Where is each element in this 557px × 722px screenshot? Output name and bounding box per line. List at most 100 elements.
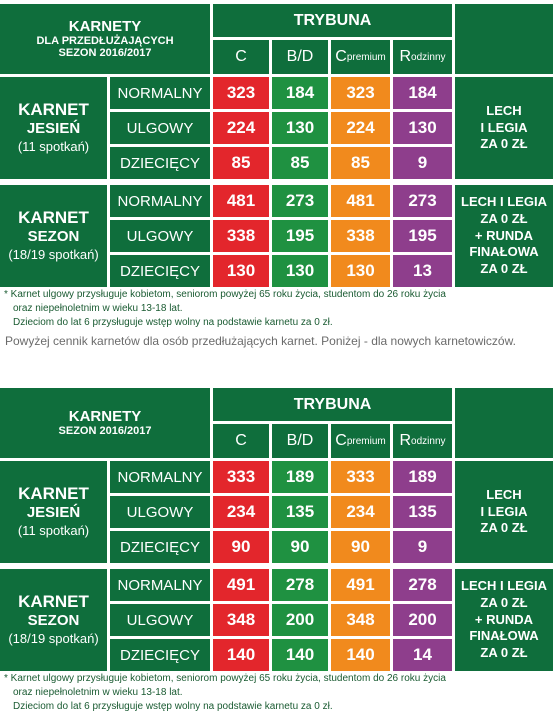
bonus-info-line: LECH (486, 486, 522, 502)
price-c: 90 (213, 531, 269, 563)
bonus-info-line: LECH (486, 102, 522, 118)
price-rodzinny: 9 (393, 531, 452, 563)
bonus-info-text: LECH I LEGIA ZA 0 ZŁ + RUNDA FINAŁOWA ZA 0 Z… (461, 578, 547, 662)
tribune-header: TRYBUNA (213, 4, 452, 37)
category-name-line2: JESIEŃ (26, 504, 81, 522)
ticket-type: NORMALNY (110, 461, 210, 493)
price-bd: 189 (272, 461, 328, 493)
category-match-count: (11 spotkań) (17, 523, 90, 539)
ticket-type: DZIECIĘCY (110, 147, 210, 179)
price-rodzinny: 189 (393, 461, 452, 493)
bonus-info-line: LECH I LEGIA (461, 577, 547, 593)
price-bd: 195 (272, 220, 328, 252)
category-match-count: (18/19 spotkań) (8, 247, 99, 263)
price-rodzinny: 273 (393, 185, 452, 217)
price-rodzinny: 14 (393, 639, 452, 671)
price-cpremium: 323 (331, 77, 390, 109)
price-c: 85 (213, 147, 269, 179)
category-name-line1: KARNET (18, 483, 89, 503)
ticket-type: ULGOWY (110, 604, 210, 636)
price-c: 130 (213, 255, 269, 287)
table-title-sub: DLA PRZEDŁUŻAJĄCYCH (36, 35, 174, 48)
price-rodzinny: 13 (393, 255, 452, 287)
table-title-season: SEZON 2016/2017 (58, 47, 152, 60)
price-bd: 140 (272, 639, 328, 671)
price-bd: 130 (272, 112, 328, 144)
column-header-cpremium-main: C (335, 432, 347, 449)
price-cpremium: 348 (331, 604, 390, 636)
price-c: 234 (213, 496, 269, 528)
column-header-rodzinny-main: R (399, 432, 412, 449)
ticket-category-autumn: KARNET JESIEŃ (11 spotkań) (0, 77, 107, 179)
bonus-info-text: LECH I LEGIA ZA 0 ZŁ (480, 487, 527, 538)
category-name-line1: KARNET (18, 99, 89, 119)
price-c: 323 (213, 77, 269, 109)
column-header-cpremium-sub: premium (346, 435, 386, 447)
bonus-info-autumn: LECH I LEGIA ZA 0 ZŁ (455, 461, 553, 563)
column-header-cpremium-main: C (335, 48, 347, 65)
ticket-type: ULGOWY (110, 220, 210, 252)
ticket-category-autumn: KARNET JESIEŃ (11 spotkań) (0, 461, 107, 563)
table-title-block: KARNETY DLA PRZEDŁUŻAJĄCYCH SEZON 2016/201… (0, 4, 210, 74)
price-c: 491 (213, 569, 269, 601)
column-header-bd: B/D (272, 424, 328, 458)
table-title-main: KARNETY (68, 17, 142, 35)
price-rodzinny: 200 (393, 604, 452, 636)
footnote-line3: Dzieciom do lat 6 przysługuje wstęp woln… (13, 701, 333, 712)
price-bd: 85 (272, 147, 328, 179)
price-cpremium: 333 (331, 461, 390, 493)
footnote-line1: * Karnet ulgowy przysługuje kobietom, se… (4, 673, 446, 684)
bonus-info-line: I LEGIA (480, 503, 528, 519)
column-header-rodzinny-sub: odzinny (411, 435, 446, 447)
price-rodzinny: 135 (393, 496, 452, 528)
footnote: * Karnet ulgowy przysługuje kobietom, se… (4, 672, 553, 722)
bonus-info-season: LECH I LEGIA ZA 0 ZŁ + RUNDA FINAŁOWA ZA 0 Z… (455, 569, 553, 671)
bonus-info-text: LECH I LEGIA ZA 0 ZŁ + RUNDA FINAŁOWA ZA 0 Z… (461, 194, 547, 278)
middle-description: Powyżej cennik karnetów dla osób przedłu… (5, 334, 516, 348)
price-bd: 273 (272, 185, 328, 217)
price-rodzinny: 130 (393, 112, 452, 144)
bonus-info-line: ZA 0 ZŁ (480, 261, 528, 277)
tribune-header: TRYBUNA (213, 388, 452, 421)
category-name-line1: KARNET (18, 207, 89, 227)
price-bd: 90 (272, 531, 328, 563)
column-header-cpremium-sub: premium (346, 51, 386, 63)
category-name-line1: KARNET (18, 591, 89, 611)
bonus-info-line: ZA 0 ZŁ (480, 594, 528, 610)
bonus-info-line: FINAŁOWA (469, 244, 539, 260)
side-header-empty (455, 4, 553, 74)
footnote-line2: oraz niepełnoletnim w wieku 13-18 lat. (13, 303, 183, 314)
ticket-type: NORMALNY (110, 185, 210, 217)
bonus-info-line: ZA 0 ZŁ (480, 520, 528, 536)
price-cpremium: 224 (331, 112, 390, 144)
price-bd: 184 (272, 77, 328, 109)
ticket-type: NORMALNY (110, 77, 210, 109)
price-cpremium: 234 (331, 496, 390, 528)
bonus-info-line: + RUNDA (474, 611, 534, 627)
category-name-line2: JESIEŃ (26, 120, 81, 138)
footnote-line3: Dzieciom do lat 6 przysługuje wstęp woln… (13, 317, 333, 328)
column-header-c: C (213, 40, 269, 74)
category-match-count: (11 spotkań) (17, 139, 90, 155)
bonus-info-autumn: LECH I LEGIA ZA 0 ZŁ (455, 77, 553, 179)
price-cpremium: 491 (331, 569, 390, 601)
table-title-block: KARNETY SEZON 2016/2017 (0, 388, 210, 458)
table-title-sub: SEZON 2016/2017 (58, 425, 152, 438)
bonus-info-line: FINAŁOWA (469, 628, 539, 644)
footnote-line1: * Karnet ulgowy przysługuje kobietom, se… (4, 289, 446, 300)
bonus-info-line: ZA 0 ZŁ (480, 210, 528, 226)
price-rodzinny: 9 (393, 147, 452, 179)
price-cpremium: 338 (331, 220, 390, 252)
column-header-rodzinny-main: R (399, 48, 412, 65)
bonus-info-line: ZA 0 ZŁ (480, 136, 528, 152)
bonus-info-text: LECH I LEGIA ZA 0 ZŁ (480, 103, 527, 154)
ticket-type: NORMALNY (110, 569, 210, 601)
price-rodzinny: 195 (393, 220, 452, 252)
category-name-line2: SEZON (27, 228, 80, 246)
category-match-count: (18/19 spotkań) (8, 631, 99, 647)
footnote: * Karnet ulgowy przysługuje kobietom, se… (4, 288, 553, 338)
ticket-type: ULGOWY (110, 496, 210, 528)
price-cpremium: 85 (331, 147, 390, 179)
